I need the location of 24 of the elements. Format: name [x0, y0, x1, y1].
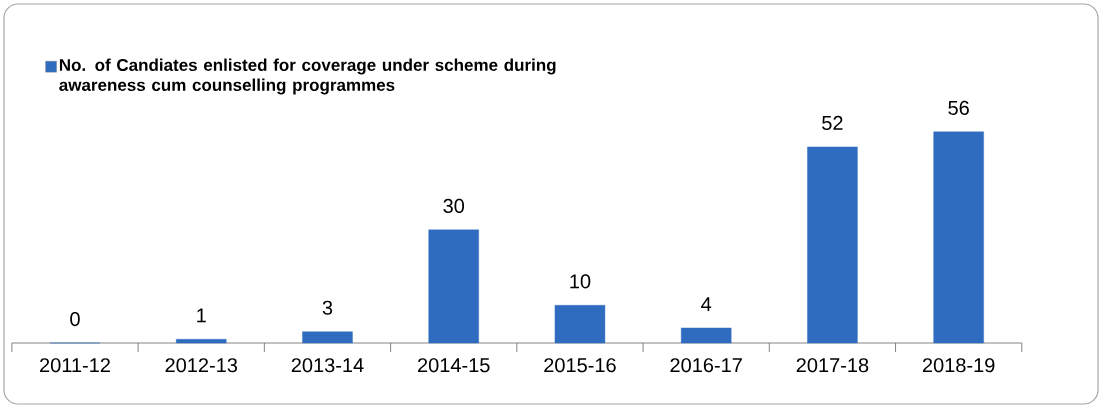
bar: [176, 339, 227, 344]
x-tick-label: 2015-16: [544, 358, 616, 373]
bar: [428, 229, 479, 344]
bar: [554, 305, 606, 344]
x-tick-label: 2017-18: [796, 358, 869, 373]
data-label: 56: [948, 100, 969, 115]
bar: [933, 131, 984, 344]
bar: [680, 327, 732, 344]
x-tick-label: 2011-12: [40, 358, 110, 373]
x-tick-label: 2016-17: [670, 358, 742, 373]
legend-label: No. of Candiates enlisted for coverage under scheme during awareness cum counselling programmes: [59, 58, 556, 95]
data-label: 30: [443, 198, 465, 213]
x-tick-label: 2013-14: [291, 358, 364, 373]
data-label: 4: [701, 297, 712, 312]
data-label: 0: [70, 311, 80, 327]
x-tick-label: 2018-19: [922, 358, 995, 373]
data-label: 1: [197, 308, 206, 323]
x-tick-label: 2012-13: [165, 358, 238, 373]
x-tick-label: 2014-15: [418, 358, 490, 373]
bar: [807, 146, 858, 344]
data-label: 10: [570, 274, 591, 289]
data-label: 3: [322, 300, 333, 315]
bar: [302, 331, 353, 344]
data-label: 52: [822, 115, 843, 131]
